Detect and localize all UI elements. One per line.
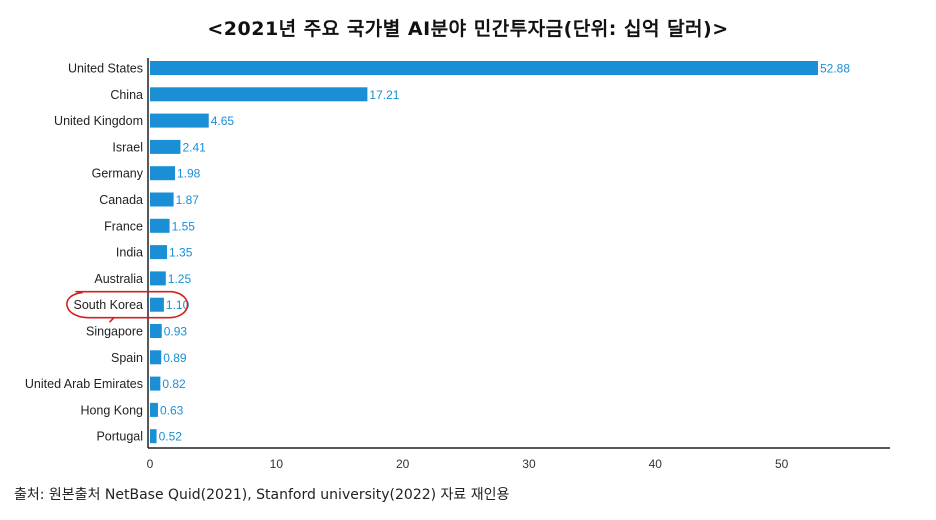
category-label: United States (68, 62, 143, 76)
category-label: Singapore (86, 325, 143, 339)
value-label: 0.93 (164, 325, 188, 339)
category-label: France (104, 219, 143, 233)
x-tick-label: 30 (522, 457, 536, 471)
category-label: Spain (111, 351, 143, 365)
bar-singapore (150, 324, 162, 338)
bar-germany (150, 166, 176, 181)
value-label: 0.89 (163, 351, 187, 365)
bars-layer (150, 61, 818, 444)
value-label: 1.35 (169, 246, 193, 260)
bar-united-arab-emirates (150, 376, 161, 391)
category-label: India (116, 246, 143, 260)
value-label: 1.10 (166, 298, 190, 312)
category-label: Israel (112, 140, 143, 154)
bar-israel (150, 139, 181, 154)
highlight-ellipse (66, 290, 189, 323)
bar-india (150, 245, 168, 260)
value-label: 1.87 (176, 193, 200, 207)
bar-united-kingdom (150, 113, 209, 128)
category-label: Hong Kong (80, 403, 143, 417)
value-label: 17.21 (369, 88, 399, 102)
value-label: 1.98 (177, 167, 201, 181)
x-tick-label: 20 (396, 457, 410, 471)
category-label: Australia (94, 272, 143, 286)
bar-hong-kong (150, 402, 158, 417)
bar-australia (150, 271, 166, 286)
bar-china (150, 87, 368, 102)
value-label: 2.41 (182, 140, 206, 154)
value-label: 1.55 (172, 219, 196, 233)
value-label: 52.88 (820, 62, 850, 76)
category-label: United Arab Emirates (25, 377, 143, 391)
category-label: China (110, 88, 143, 102)
x-tick-label: 40 (649, 457, 663, 471)
category-label: Canada (99, 193, 143, 207)
bar-canada (150, 192, 174, 207)
bar-portugal (150, 429, 157, 444)
value-label: 4.65 (211, 114, 235, 128)
category-label: United Kingdom (54, 114, 143, 128)
source-note: 출처: 원본출처 NetBase Quid(2021), Stanford un… (14, 487, 510, 503)
bar-chart: United States 52.88 China 17.21 United Kingd… (25, 58, 890, 471)
category-label: Germany (92, 167, 144, 181)
x-tick-label: 50 (775, 457, 789, 471)
labels-layer: United States 52.88 China 17.21 United Kingd… (25, 62, 850, 444)
bar-france (150, 218, 170, 233)
bar-united-states (150, 61, 818, 75)
value-label: 0.63 (160, 403, 184, 417)
highlight-layer (66, 290, 189, 323)
bar-south-korea (150, 297, 164, 312)
bar-spain (150, 350, 162, 365)
value-label: 1.25 (168, 272, 192, 286)
category-label: Portugal (96, 430, 143, 444)
chart-title: <2021년 주요 국가별 AI분야 민간투자금(단위: 십억 달러)> (207, 18, 729, 40)
x-axis-ticks: 0 10 20 30 40 50 (147, 457, 789, 471)
x-tick-label: 10 (270, 457, 284, 471)
value-label: 0.52 (159, 430, 183, 444)
x-tick-label: 0 (147, 457, 154, 471)
category-label: South Korea (74, 298, 144, 312)
value-label: 0.82 (162, 377, 186, 391)
